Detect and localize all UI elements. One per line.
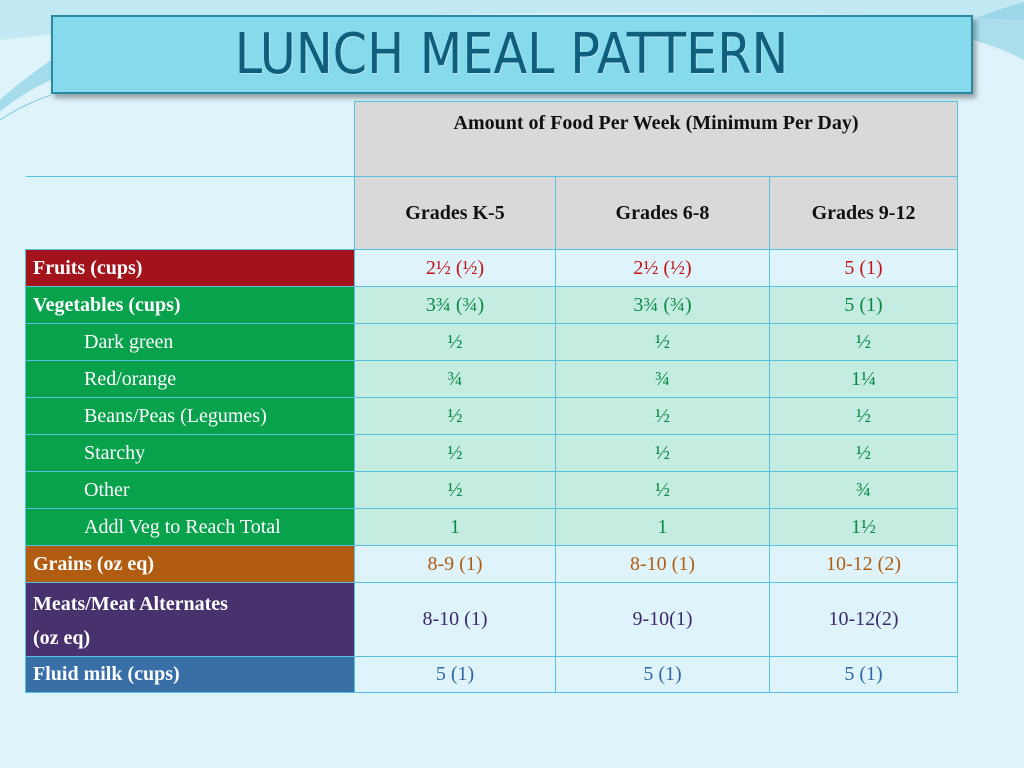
value-cell: ½	[555, 471, 770, 509]
value-cell: 10-12(2)	[768, 582, 959, 657]
table-row-addl-veg: Addl Veg to Reach Total 1 1 1½	[25, 508, 959, 546]
grade-header-row: Grades K-5 Grades 6-8 Grades 9-12	[25, 176, 959, 250]
value-cell: 8-10 (1)	[354, 582, 556, 657]
value-cell: ½	[354, 434, 556, 472]
value-cell: 1¼	[768, 360, 959, 398]
value-cell: 10-12 (2)	[768, 545, 959, 583]
table-row-beans-peas: Beans/Peas (Legumes) ½ ½ ½	[25, 397, 959, 435]
value-cell: ½	[555, 397, 770, 435]
grade-corner-cell	[25, 176, 355, 250]
value-cell: ½	[354, 397, 556, 435]
table-row-milk: Fluid milk (cups) 5 (1) 5 (1) 5 (1)	[25, 656, 959, 693]
title-bar: LUNCH MEAL PATTERN	[51, 15, 973, 94]
amount-header: Amount of Food Per Week (Minimum Per Day…	[353, 101, 959, 177]
table-header-row: Amount of Food Per Week (Minimum Per Day…	[25, 101, 959, 177]
row-label-line2: (oz eq)	[33, 626, 91, 649]
row-label: Dark green	[25, 323, 355, 361]
table-row-red-orange: Red/orange ¾ ¾ 1¼	[25, 360, 959, 398]
row-label: Grains (oz eq)	[25, 545, 355, 583]
meal-pattern-table: Amount of Food Per Week (Minimum Per Day…	[25, 101, 959, 693]
value-cell: 3¾ (¾)	[354, 286, 556, 324]
value-cell: 8-10 (1)	[555, 545, 770, 583]
value-cell: 5 (1)	[768, 286, 959, 324]
table-row-vegetables: Vegetables (cups) 3¾ (¾) 3¾ (¾) 5 (1)	[25, 286, 959, 324]
table-row-other: Other ½ ½ ¾	[25, 471, 959, 509]
value-cell: ½	[555, 434, 770, 472]
value-cell: 5 (1)	[768, 656, 959, 693]
row-label: Fruits (cups)	[25, 249, 355, 287]
grade-header-6-8: Grades 6-8	[555, 176, 770, 250]
row-label: Fluid milk (cups)	[25, 656, 355, 693]
row-label: Other	[25, 471, 355, 509]
value-cell: 8-9 (1)	[354, 545, 556, 583]
value-cell: 1	[555, 508, 770, 546]
table-row-dark-green: Dark green ½ ½ ½	[25, 323, 959, 361]
value-cell: 5 (1)	[354, 656, 556, 693]
value-cell: ½	[768, 434, 959, 472]
value-cell: ¾	[555, 360, 770, 398]
value-cell: ½	[768, 397, 959, 435]
page-title: LUNCH MEAL PATTERN	[235, 22, 789, 87]
value-cell: ½	[354, 471, 556, 509]
row-label: Meats/Meat Alternates (oz eq)	[25, 582, 355, 657]
row-label: Beans/Peas (Legumes)	[25, 397, 355, 435]
value-cell: 2½ (½)	[555, 249, 770, 287]
value-cell: 1	[354, 508, 556, 546]
header-corner-cell	[25, 101, 355, 177]
value-cell: 1½	[768, 508, 959, 546]
value-cell: 9-10(1)	[555, 582, 770, 657]
value-cell: 5 (1)	[555, 656, 770, 693]
row-label: Vegetables (cups)	[25, 286, 355, 324]
value-cell: 3¾ (¾)	[555, 286, 770, 324]
grade-header-9-12: Grades 9-12	[768, 176, 959, 250]
table-row-grains: Grains (oz eq) 8-9 (1) 8-10 (1) 10-12 (2…	[25, 545, 959, 583]
value-cell: ¾	[354, 360, 556, 398]
row-label: Addl Veg to Reach Total	[25, 508, 355, 546]
value-cell: ½	[354, 323, 556, 361]
table-row-starchy: Starchy ½ ½ ½	[25, 434, 959, 472]
value-cell: ½	[768, 323, 959, 361]
value-cell: ¾	[768, 471, 959, 509]
grade-header-k5: Grades K-5	[354, 176, 556, 250]
value-cell: 2½ (½)	[354, 249, 556, 287]
table-row-fruits: Fruits (cups) 2½ (½) 2½ (½) 5 (1)	[25, 249, 959, 287]
row-label: Red/orange	[25, 360, 355, 398]
value-cell: 5 (1)	[768, 249, 959, 287]
row-label-line1: Meats/Meat Alternates	[33, 592, 228, 615]
value-cell: ½	[555, 323, 770, 361]
row-label: Starchy	[25, 434, 355, 472]
table-row-meats: Meats/Meat Alternates (oz eq) 8-10 (1) 9…	[25, 582, 959, 657]
